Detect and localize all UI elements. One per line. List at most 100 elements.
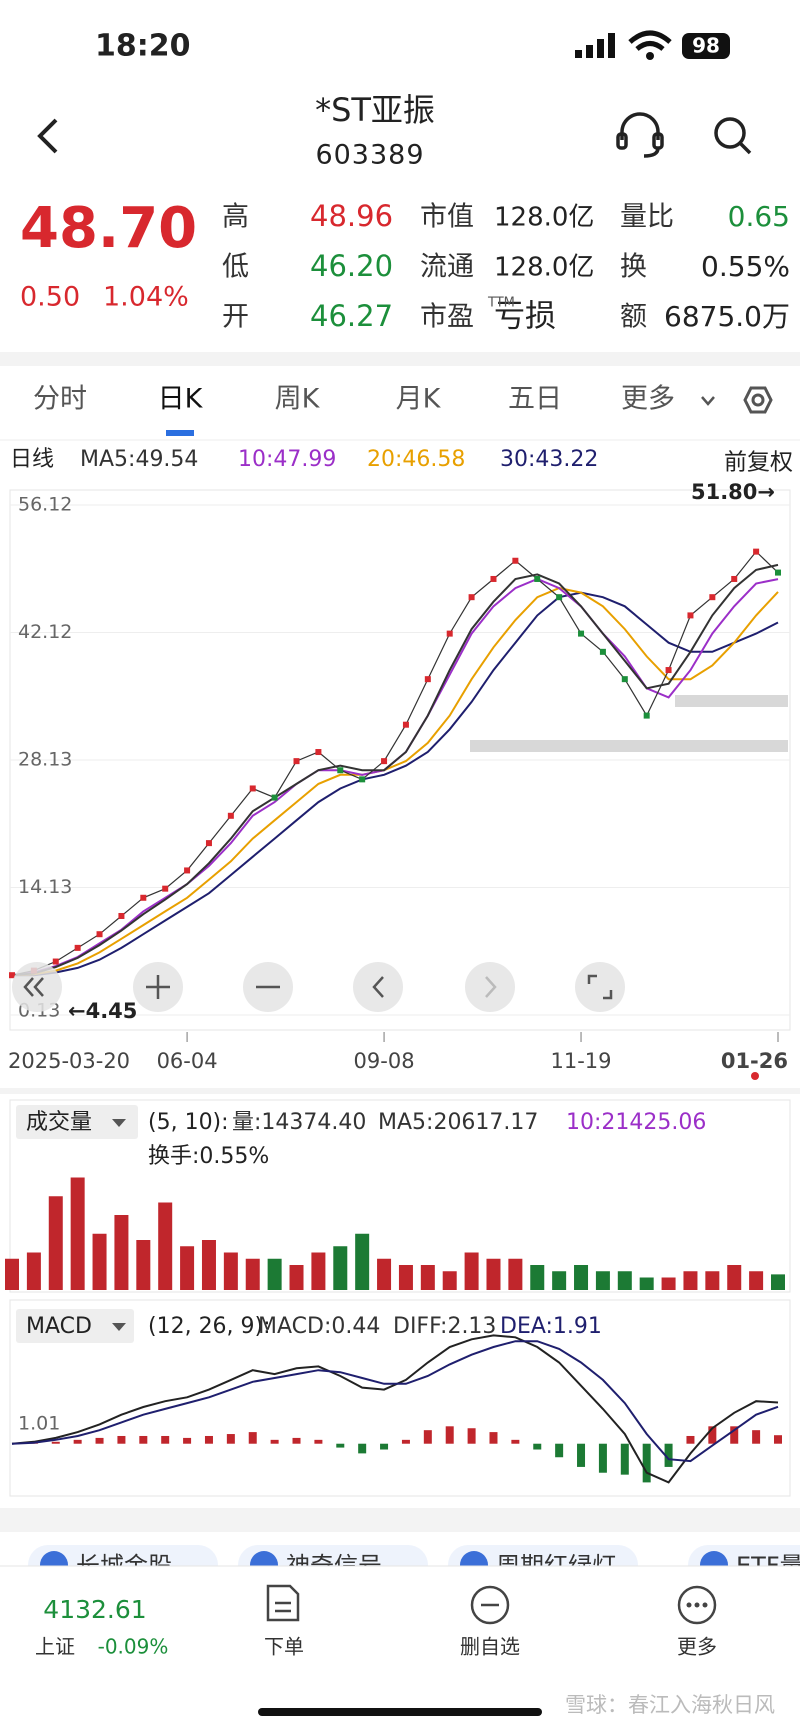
close-mark	[96, 931, 103, 938]
period-tab[interactable]: 更多	[621, 384, 675, 415]
macd-bar	[686, 1435, 695, 1444]
nav-order[interactable]: 下单	[264, 1635, 304, 1659]
battery-level: 98	[692, 34, 720, 58]
service-button[interactable]	[616, 112, 664, 158]
close-line	[11, 550, 779, 976]
macd-title: MACD	[26, 1314, 92, 1339]
dropdown-caret	[112, 1323, 126, 1331]
close-mark	[271, 794, 278, 801]
stock-code: 603389	[315, 140, 424, 171]
index-change: -0.09%	[98, 1635, 169, 1659]
quote-value: 128.0亿	[494, 253, 594, 283]
macd-bar	[95, 1437, 104, 1444]
quote-label: 市盈	[420, 302, 474, 333]
close-mark	[731, 575, 738, 582]
price-change-pct: 1.04%	[103, 282, 189, 313]
separator	[0, 1508, 800, 1532]
back-button[interactable]	[37, 118, 58, 154]
volume-bar	[552, 1271, 567, 1290]
macd-bar	[139, 1435, 148, 1444]
search-button[interactable]	[714, 117, 752, 155]
period-tab[interactable]: 月K	[396, 384, 442, 415]
prev-button[interactable]	[353, 962, 403, 1012]
volume-bar	[201, 1240, 216, 1290]
period-tab[interactable]: 日K	[158, 384, 204, 415]
macd-bar	[401, 1439, 410, 1444]
turnover: 换手:0.55%	[148, 1144, 269, 1169]
last-price: 48.70	[20, 196, 197, 261]
volume-bar	[420, 1265, 435, 1290]
volume-bar	[617, 1271, 632, 1290]
close-mark	[643, 712, 650, 719]
volume-bar	[398, 1265, 413, 1290]
nav-more[interactable]: 更多	[677, 1635, 717, 1659]
volume-bar	[771, 1274, 785, 1290]
close-mark	[599, 648, 606, 655]
y-tick-label: 1.01	[18, 1413, 60, 1435]
index-value[interactable]: 4132.61	[43, 1595, 146, 1624]
volume-bar	[333, 1246, 348, 1290]
volume-params: (5, 10):	[148, 1110, 229, 1135]
volume-bar	[158, 1202, 173, 1290]
legend-item: 量:14374.40	[232, 1110, 366, 1135]
series-line	[11, 1340, 779, 1463]
x-tick-label: 2025-03-20	[8, 1049, 130, 1073]
volume-bar	[245, 1258, 260, 1290]
close-mark	[446, 630, 453, 637]
fullscreen-button[interactable]	[575, 962, 625, 1012]
more-dots	[686, 1602, 708, 1608]
min-annotation: ←4.45	[68, 999, 137, 1023]
period-tab[interactable]: 周K	[275, 384, 321, 415]
settings-button[interactable]	[743, 386, 773, 414]
close-mark	[227, 812, 234, 819]
series-line	[11, 587, 779, 977]
close-mark	[293, 758, 300, 765]
volume-plot	[5, 1177, 785, 1290]
close-mark	[205, 840, 212, 847]
macd-bar	[336, 1443, 345, 1448]
period-tab[interactable]: 分时	[33, 384, 87, 415]
volume-selector[interactable]	[16, 1105, 138, 1139]
macd-bar	[533, 1443, 542, 1450]
latest-dot	[751, 1072, 759, 1080]
macd-bar	[183, 1437, 192, 1444]
legend-item: MACD:0.44	[258, 1314, 380, 1339]
close-mark	[140, 894, 147, 901]
macd-bar	[423, 1430, 432, 1444]
close-mark	[775, 569, 781, 576]
close-mark	[687, 612, 694, 619]
volume-bar	[683, 1271, 698, 1290]
close-mark	[249, 785, 256, 792]
volume-bar	[442, 1271, 457, 1290]
macd-bar	[292, 1437, 301, 1444]
x-tick-label: 11-19	[551, 1049, 612, 1073]
indicator-selector[interactable]	[16, 1309, 134, 1343]
scroll-start-button[interactable]	[12, 962, 62, 1012]
volume-bar	[508, 1258, 523, 1290]
volume-bar	[705, 1271, 720, 1290]
macd-bar	[161, 1435, 170, 1444]
zone-band	[675, 695, 788, 707]
volume-bar	[223, 1252, 238, 1290]
next-button[interactable]	[465, 962, 515, 1012]
close-mark	[556, 594, 563, 601]
legend-item: 10:21425.06	[566, 1110, 706, 1135]
volume-bar	[749, 1271, 764, 1290]
period-tab[interactable]: 五日	[508, 384, 562, 415]
quote-label: 高	[222, 202, 249, 233]
legend-item: 30:43.22	[500, 447, 598, 472]
legend-item: MA5:20617.17	[378, 1110, 538, 1135]
legend-item: DIFF:2.13	[393, 1314, 496, 1339]
nav-unwatch[interactable]: 删自选	[460, 1635, 520, 1659]
close-mark	[118, 912, 125, 919]
close-mark	[665, 667, 672, 674]
macd-bar	[270, 1439, 279, 1444]
adjust-mode[interactable]: 前复权	[724, 450, 793, 476]
volume-bar	[289, 1265, 304, 1290]
x-tick-label: 09-08	[354, 1049, 415, 1073]
close-mark	[315, 749, 322, 756]
max-annotation: 51.80→	[691, 480, 775, 504]
volume-bar	[639, 1277, 654, 1290]
wifi-dot	[646, 52, 654, 60]
nav-background	[0, 1566, 800, 1732]
